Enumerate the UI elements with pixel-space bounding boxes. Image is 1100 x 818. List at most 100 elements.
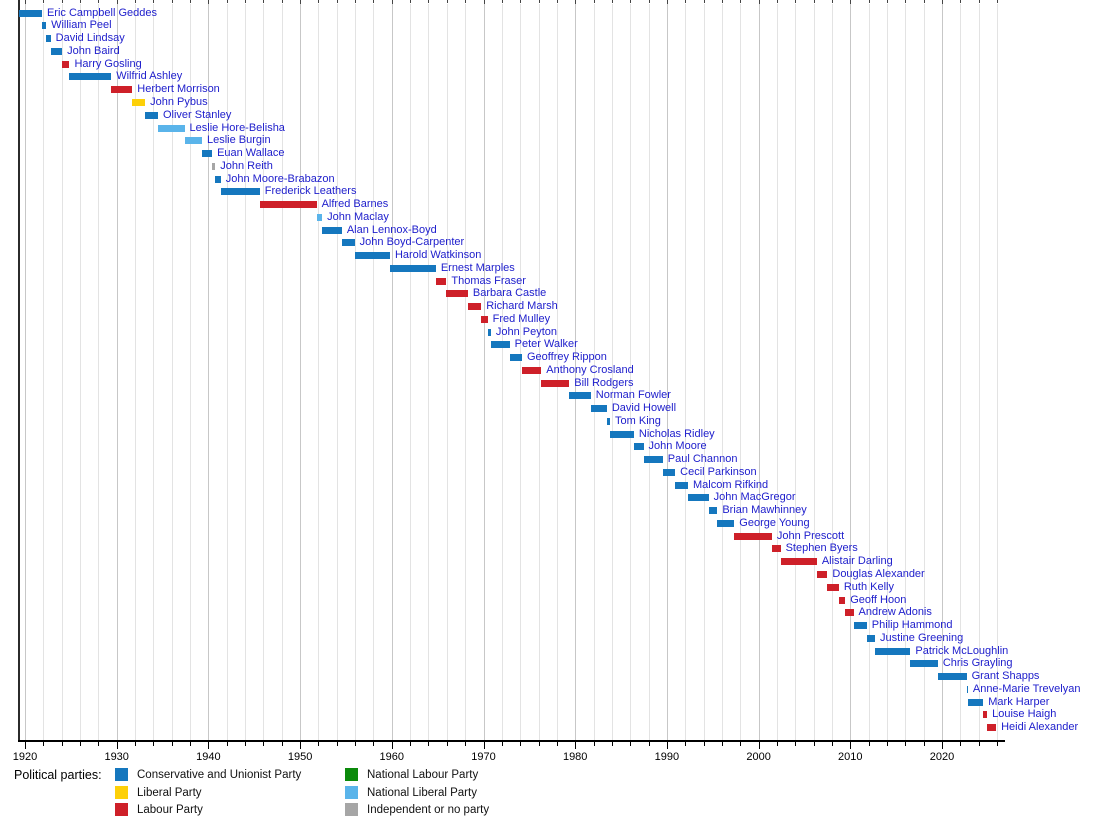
minister-name-link[interactable]: John Moore-Brabazon (225, 172, 335, 185)
minister-name-link[interactable]: Wilfrid Ashley (116, 70, 183, 83)
timeline-bar[interactable] (983, 711, 988, 719)
timeline-bar[interactable] (69, 73, 112, 81)
timeline-bar[interactable] (41, 22, 47, 30)
timeline-bar[interactable] (467, 303, 482, 311)
timeline-bar[interactable] (322, 226, 342, 234)
minister-name-link[interactable]: Nicholas Ridley (638, 427, 715, 440)
minister-name-link[interactable]: Richard Marsh (486, 300, 558, 313)
minister-name-link[interactable]: William Peel (51, 19, 112, 32)
timeline-bar[interactable] (62, 60, 70, 68)
timeline-bar[interactable] (389, 264, 436, 272)
timeline-bar[interactable] (184, 137, 202, 145)
minister-name-link[interactable]: Leslie Burgin (206, 134, 271, 147)
minister-name-link[interactable]: Brian Mawhinney (722, 504, 807, 517)
minister-name-link[interactable]: Geoffrey Rippon (527, 351, 607, 364)
timeline-bar[interactable] (606, 417, 611, 425)
minister-name-link[interactable]: Mark Harper (988, 695, 1050, 708)
minister-name-link[interactable]: Oliver Stanley (162, 108, 232, 121)
minister-name-link[interactable]: Cecil Parkinson (680, 465, 757, 478)
timeline-bar[interactable] (780, 558, 817, 566)
timeline-bar[interactable] (853, 622, 867, 630)
minister-name-link[interactable]: Patrick McLoughlin (915, 644, 1009, 657)
timeline-bar[interactable] (509, 354, 522, 362)
minister-name-link[interactable]: Ruth Kelly (843, 580, 894, 593)
minister-name-link[interactable]: Alfred Barnes (321, 198, 389, 211)
minister-name-link[interactable]: Heidi Alexander (1001, 721, 1079, 734)
minister-name-link[interactable]: Peter Walker (514, 338, 578, 351)
timeline-bar[interactable] (111, 86, 133, 94)
timeline-bar[interactable] (481, 315, 488, 323)
timeline-bar[interactable] (662, 468, 676, 476)
minister-name-link[interactable]: Tom King (615, 414, 661, 427)
minister-name-link[interactable]: Andrew Adonis (858, 606, 932, 619)
timeline-bar[interactable] (910, 660, 938, 668)
timeline-bar[interactable] (522, 366, 542, 374)
minister-name-link[interactable]: Philip Hammond (871, 619, 953, 632)
timeline-bar[interactable] (675, 481, 688, 489)
minister-name-link[interactable]: David Lindsay (55, 32, 125, 45)
minister-name-link[interactable]: John Pybus (150, 95, 208, 108)
minister-name-link[interactable]: John Maclay (327, 210, 389, 223)
timeline-bar[interactable] (845, 609, 854, 617)
timeline-bar[interactable] (490, 341, 510, 349)
minister-name-link[interactable]: Alistair Darling (821, 555, 893, 568)
minister-name-link[interactable]: David Howell (611, 402, 677, 415)
minister-name-link[interactable]: John Baird (67, 44, 120, 57)
timeline-bar[interactable] (569, 392, 591, 400)
minister-name-link[interactable]: Alan Lennox-Boyd (346, 223, 437, 236)
timeline-bar[interactable] (734, 532, 772, 540)
minister-name-link[interactable]: John Moore (648, 440, 707, 453)
timeline-bar[interactable] (341, 239, 355, 247)
minister-name-link[interactable]: Anne-Marie Trevelyan (972, 682, 1081, 695)
timeline-bar[interactable] (967, 698, 984, 706)
timeline-bar[interactable] (610, 430, 634, 438)
timeline-bar[interactable] (643, 456, 663, 464)
minister-name-link[interactable]: Malcom Rifkind (692, 478, 769, 491)
timeline-bar[interactable] (145, 111, 158, 119)
timeline-bar[interactable] (46, 35, 51, 43)
timeline-bar[interactable] (708, 507, 718, 515)
timeline-bar[interactable] (866, 634, 876, 642)
minister-name-link[interactable]: Leslie Hore-Belisha (189, 121, 285, 134)
timeline-bar[interactable] (215, 175, 221, 183)
minister-name-link[interactable]: Norman Fowler (595, 389, 671, 402)
minister-name-link[interactable]: Thomas Fraser (451, 274, 526, 287)
minister-name-link[interactable]: John Peyton (495, 325, 557, 338)
timeline-bar[interactable] (354, 252, 390, 260)
minister-name-link[interactable]: John Boyd-Carpenter (359, 236, 465, 249)
timeline-bar[interactable] (687, 494, 709, 502)
minister-name-link[interactable]: Barbara Castle (472, 287, 547, 300)
timeline-bar[interactable] (446, 290, 468, 298)
minister-name-link[interactable]: Euan Wallace (217, 147, 285, 160)
minister-name-link[interactable]: George Young (739, 516, 810, 529)
minister-name-link[interactable]: Anthony Crosland (546, 363, 634, 376)
timeline-bar[interactable] (50, 47, 63, 55)
timeline-bar[interactable] (316, 213, 323, 221)
minister-name-link[interactable]: Herbert Morrison (137, 83, 220, 96)
timeline-bar[interactable] (827, 583, 839, 591)
timeline-bar[interactable] (717, 519, 735, 527)
timeline-bar[interactable] (220, 188, 260, 196)
minister-name-link[interactable]: Ernest Marples (440, 261, 515, 274)
timeline-bar[interactable] (212, 162, 216, 170)
minister-name-link[interactable]: Justine Greening (880, 631, 964, 644)
minister-name-link[interactable]: Frederick Leathers (264, 185, 357, 198)
timeline-bar[interactable] (838, 596, 846, 604)
timeline-bar[interactable] (541, 379, 570, 387)
timeline-bar[interactable] (201, 150, 213, 158)
minister-name-link[interactable]: Geoff Hoon (850, 593, 907, 606)
minister-name-link[interactable]: Fred Mulley (492, 312, 551, 325)
timeline-bar[interactable] (633, 443, 644, 451)
timeline-bar[interactable] (18, 9, 42, 17)
timeline-bar[interactable] (966, 685, 969, 693)
timeline-bar[interactable] (771, 545, 781, 553)
timeline-bar[interactable] (937, 673, 967, 681)
timeline-bar[interactable] (987, 724, 997, 732)
timeline-bar[interactable] (487, 328, 491, 336)
minister-name-link[interactable]: John Reith (220, 159, 273, 172)
minister-name-link[interactable]: Eric Campbell Geddes (46, 6, 158, 19)
minister-name-link[interactable]: Harold Watkinson (394, 249, 482, 262)
minister-name-link[interactable]: John MacGregor (713, 491, 796, 504)
timeline-bar[interactable] (259, 201, 317, 209)
timeline-bar[interactable] (590, 405, 607, 413)
